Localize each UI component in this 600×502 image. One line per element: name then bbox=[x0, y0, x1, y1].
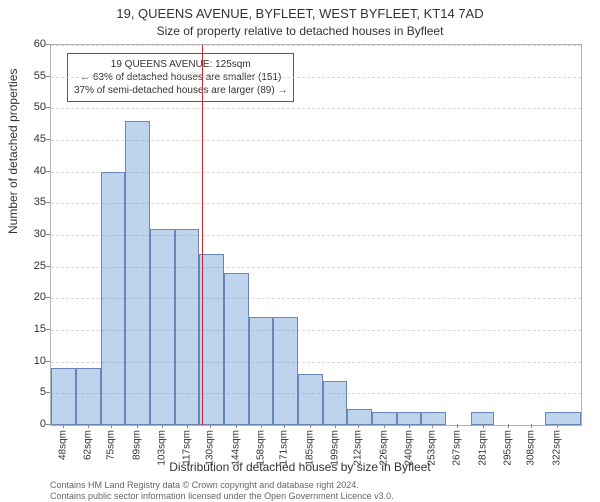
x-tick-label: 240sqm bbox=[403, 430, 414, 466]
histogram-bar bbox=[298, 374, 323, 425]
histogram-bar bbox=[101, 172, 124, 425]
x-tick-mark bbox=[483, 424, 484, 428]
x-tick-mark bbox=[557, 424, 558, 428]
histogram-bar bbox=[347, 409, 372, 425]
y-tick-label: 60 bbox=[6, 38, 46, 50]
histogram-bar bbox=[150, 229, 175, 425]
x-tick-mark bbox=[384, 424, 385, 428]
x-tick-label: 199sqm bbox=[329, 430, 340, 466]
y-tick-mark bbox=[46, 297, 50, 298]
y-axis-label: Number of detached properties bbox=[6, 69, 20, 234]
chart-title: 19, QUEENS AVENUE, BYFLEET, WEST BYFLEET… bbox=[0, 6, 600, 21]
x-tick-mark bbox=[63, 424, 64, 428]
x-tick-mark bbox=[187, 424, 188, 428]
y-tick-mark bbox=[46, 44, 50, 45]
x-tick-mark bbox=[210, 424, 211, 428]
histogram-bar bbox=[51, 368, 76, 425]
x-tick-mark bbox=[432, 424, 433, 428]
y-tick-label: 45 bbox=[6, 133, 46, 145]
x-tick-label: 89sqm bbox=[131, 430, 142, 460]
x-tick-mark bbox=[111, 424, 112, 428]
x-tick-mark bbox=[531, 424, 532, 428]
x-tick-mark bbox=[457, 424, 458, 428]
x-tick-mark bbox=[409, 424, 410, 428]
gridline bbox=[51, 108, 581, 109]
footer-text: Contains HM Land Registry data © Crown c… bbox=[50, 480, 394, 502]
x-tick-label: 48sqm bbox=[57, 430, 68, 460]
x-tick-label: 75sqm bbox=[106, 430, 117, 460]
x-tick-label: 130sqm bbox=[205, 430, 216, 466]
x-tick-mark bbox=[335, 424, 336, 428]
y-tick-label: 5 bbox=[6, 386, 46, 398]
annotation-line3: 37% of semi-detached houses are larger (… bbox=[74, 84, 287, 97]
y-tick-mark bbox=[46, 329, 50, 330]
y-tick-mark bbox=[46, 392, 50, 393]
x-tick-mark bbox=[162, 424, 163, 428]
x-tick-label: 158sqm bbox=[255, 430, 266, 466]
x-tick-label: 171sqm bbox=[279, 430, 290, 466]
y-tick-label: 35 bbox=[6, 196, 46, 208]
x-tick-label: 103sqm bbox=[156, 430, 167, 466]
y-tick-mark bbox=[46, 107, 50, 108]
x-tick-label: 212sqm bbox=[353, 430, 364, 466]
x-tick-label: 267sqm bbox=[452, 430, 463, 466]
x-tick-mark bbox=[358, 424, 359, 428]
x-tick-mark bbox=[88, 424, 89, 428]
chart-subtitle: Size of property relative to detached ho… bbox=[0, 24, 600, 38]
x-tick-label: 322sqm bbox=[551, 430, 562, 466]
y-tick-label: 10 bbox=[6, 355, 46, 367]
histogram-bar bbox=[273, 317, 298, 425]
y-tick-mark bbox=[46, 202, 50, 203]
marker-line bbox=[202, 45, 203, 425]
y-tick-label: 25 bbox=[6, 260, 46, 272]
histogram-bar bbox=[323, 381, 346, 425]
x-tick-mark bbox=[261, 424, 262, 428]
x-tick-label: 62sqm bbox=[82, 430, 93, 460]
y-tick-mark bbox=[46, 234, 50, 235]
histogram-bar bbox=[224, 273, 249, 425]
gridline bbox=[51, 77, 581, 78]
x-tick-label: 281sqm bbox=[477, 430, 488, 466]
x-tick-mark bbox=[236, 424, 237, 428]
y-tick-mark bbox=[46, 139, 50, 140]
histogram-bar bbox=[175, 229, 198, 425]
y-tick-mark bbox=[46, 171, 50, 172]
x-tick-label: 226sqm bbox=[378, 430, 389, 466]
plot-area: 19 QUEENS AVENUE: 125sqm ← 63% of detach… bbox=[50, 44, 582, 426]
y-tick-label: 55 bbox=[6, 70, 46, 82]
histogram-bar bbox=[76, 368, 101, 425]
y-tick-label: 50 bbox=[6, 101, 46, 113]
x-tick-label: 308sqm bbox=[526, 430, 537, 466]
y-tick-mark bbox=[46, 424, 50, 425]
y-tick-label: 30 bbox=[6, 228, 46, 240]
x-tick-mark bbox=[310, 424, 311, 428]
x-tick-label: 144sqm bbox=[230, 430, 241, 466]
annotation-line1: 19 QUEENS AVENUE: 125sqm bbox=[74, 58, 287, 71]
y-tick-label: 20 bbox=[6, 291, 46, 303]
x-tick-label: 295sqm bbox=[502, 430, 513, 466]
y-tick-label: 15 bbox=[6, 323, 46, 335]
y-tick-mark bbox=[46, 76, 50, 77]
histogram-bar bbox=[125, 121, 150, 425]
y-tick-label: 0 bbox=[6, 418, 46, 430]
x-tick-label: 117sqm bbox=[182, 430, 193, 465]
footer-line2: Contains public sector information licen… bbox=[50, 491, 394, 502]
x-tick-mark bbox=[284, 424, 285, 428]
y-tick-label: 40 bbox=[6, 165, 46, 177]
x-tick-label: 185sqm bbox=[304, 430, 315, 466]
x-tick-label: 253sqm bbox=[427, 430, 438, 466]
y-tick-mark bbox=[46, 266, 50, 267]
x-tick-mark bbox=[137, 424, 138, 428]
footer-line1: Contains HM Land Registry data © Crown c… bbox=[50, 480, 394, 491]
x-tick-mark bbox=[508, 424, 509, 428]
gridline bbox=[51, 45, 581, 46]
y-tick-mark bbox=[46, 361, 50, 362]
histogram-bar bbox=[545, 412, 581, 425]
histogram-bar bbox=[249, 317, 272, 425]
